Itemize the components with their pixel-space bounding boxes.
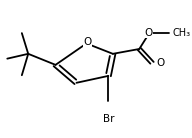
Text: Br: Br — [103, 114, 114, 124]
Text: O: O — [83, 37, 92, 47]
Text: O: O — [144, 28, 152, 38]
Text: O: O — [156, 58, 165, 68]
Text: CH₃: CH₃ — [172, 28, 190, 38]
